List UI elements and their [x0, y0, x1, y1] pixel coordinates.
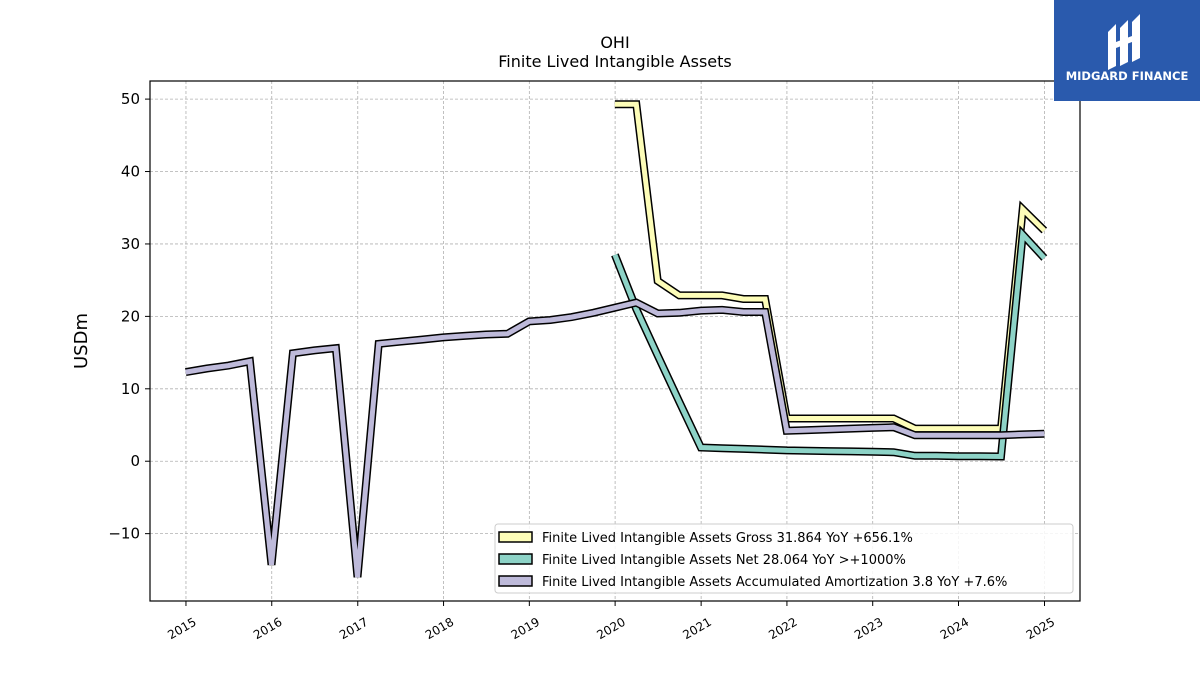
series-outline	[614, 100, 1048, 433]
x-tick-label: 2018	[423, 615, 456, 642]
x-tick-label: 2021	[680, 615, 713, 642]
series-line	[185, 299, 1045, 578]
x-tick-label: 2023	[852, 615, 885, 642]
x-tick-label: 2015	[165, 615, 198, 642]
chart-subtitle: Finite Lived Intangible Assets	[498, 52, 731, 71]
series-line	[612, 228, 1047, 460]
series-line	[614, 101, 1047, 432]
y-tick-label: 0	[130, 452, 140, 470]
y-tick-label: 20	[121, 307, 140, 325]
legend-entry: Finite Lived Intangible Assets Gross 31.…	[542, 531, 913, 546]
legend: Finite Lived Intangible Assets Gross 31.…	[494, 523, 1074, 594]
x-tick-label: 2022	[766, 615, 799, 642]
y-tick-label: 10	[121, 380, 140, 398]
y-tick-label: 40	[121, 163, 140, 181]
y-tick-label: 30	[121, 235, 140, 253]
legend-entry: Finite Lived Intangible Assets Accumulat…	[542, 575, 1007, 590]
grid	[150, 81, 1080, 601]
x-tick-label: 2019	[509, 615, 542, 642]
y-tick-label: −10	[108, 525, 140, 543]
legend-swatch	[498, 575, 533, 587]
x-tick-label: 2017	[337, 615, 370, 642]
logo-text: MIDGARD FINANCE	[1065, 69, 1189, 83]
series-lines	[185, 100, 1048, 578]
x-tick-label: 2016	[251, 615, 284, 642]
legend-swatch	[498, 553, 533, 565]
x-tick-label: 2020	[594, 615, 627, 642]
midgard-finance-logo: MIDGARD FINANCE	[1054, 0, 1200, 101]
series-outline	[611, 225, 1048, 461]
legend-swatch	[498, 531, 533, 543]
legend-box	[494, 523, 1074, 594]
chart-title: OHI	[600, 33, 629, 52]
x-tick-label: 2024	[938, 615, 971, 642]
legend-entry: Finite Lived Intangible Assets Net 28.06…	[542, 553, 906, 568]
logo-mark-icon	[1108, 14, 1140, 70]
x-tick-label: 2025	[1024, 615, 1057, 642]
y-tick-label: 50	[121, 90, 140, 108]
y-axis-label: USDm	[71, 313, 92, 369]
